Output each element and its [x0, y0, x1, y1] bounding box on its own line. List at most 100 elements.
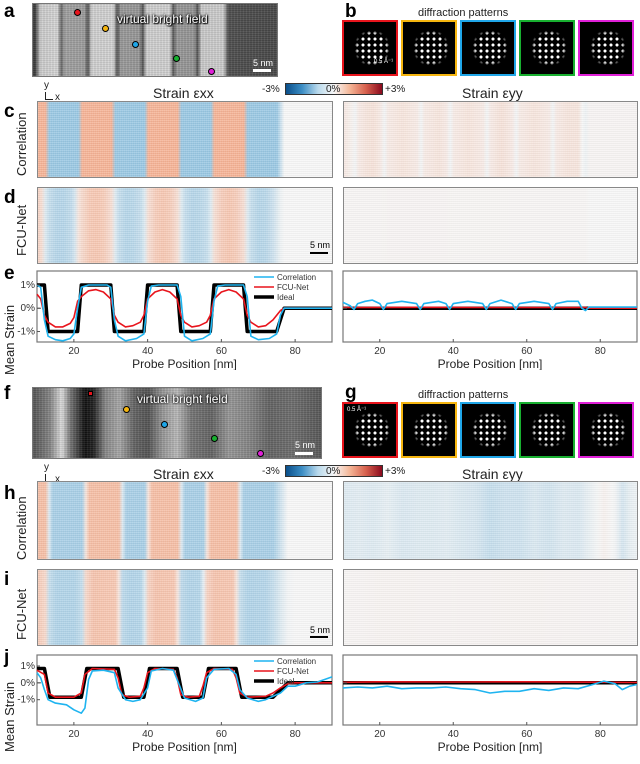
diffraction-spots: [413, 412, 449, 448]
probe-marker-yellow: [123, 406, 130, 413]
axis-y-label-2: y: [44, 462, 49, 473]
series-line-fcu-net: [342, 681, 638, 684]
map-texture: [38, 570, 332, 645]
strain-xx-title: Strain εxx: [153, 85, 214, 101]
scale-bar-2: [295, 452, 313, 455]
legend-label-correlation: Correlation: [277, 273, 316, 282]
colorbar-mid-2: 0%: [326, 466, 341, 477]
x-tick-label: 40: [142, 729, 154, 740]
x-tick-label: 40: [448, 729, 460, 740]
panel-label-d: d: [4, 187, 16, 208]
legend-label-fcu-net: FCU-Net: [277, 667, 309, 676]
diffraction-title-2: diffraction patterns: [418, 389, 509, 401]
diffraction-spots: [472, 30, 508, 66]
map-scale-label: 5 nm: [310, 240, 331, 250]
series-line-correlation: [36, 667, 333, 714]
probe-marker-green: [211, 435, 218, 442]
strain-map-correlation-exx: [37, 101, 333, 178]
colorbar-min: -3%: [262, 84, 280, 95]
axis-arrows-icon: [45, 92, 46, 100]
x-tick-label: 20: [374, 729, 386, 740]
diffraction-pattern-2: [401, 20, 457, 76]
row-label-fcu-net-2: FCU-Net: [14, 588, 29, 640]
map-texture: [344, 188, 637, 263]
map-texture: [38, 102, 332, 177]
diffraction-spots: [590, 30, 626, 66]
probe-marker-blue: [132, 41, 139, 48]
legend-label-correlation: Correlation: [277, 657, 316, 666]
panel-label-c: c: [4, 101, 15, 122]
map-texture: [38, 482, 332, 559]
diffraction-pattern-5: [578, 20, 634, 76]
row-label-correlation-2: Correlation: [14, 496, 29, 560]
diffraction-spots: [590, 412, 626, 448]
diffraction-pattern-1: 0.5 Å⁻¹: [342, 20, 398, 76]
x-axis-label: Probe Position [nm]: [438, 357, 543, 370]
probe-marker-green: [173, 55, 180, 62]
x-tick-label: 60: [216, 346, 228, 357]
diffraction-spots: [413, 30, 449, 66]
series-line-fcu-net: [342, 306, 637, 309]
axis-arrows-icon-2: [45, 474, 46, 482]
panel-label-j: j: [4, 647, 10, 668]
x-tick-label: 40: [448, 346, 460, 357]
panel-label-f: f: [4, 383, 11, 404]
map-texture: [344, 570, 637, 645]
colorbar-max-2: +3%: [385, 466, 406, 477]
series-line-correlation: [36, 284, 332, 342]
map-texture: [344, 482, 637, 559]
diffraction-pattern-3: [460, 20, 516, 76]
probe-marker-yellow: [102, 25, 109, 32]
x-tick-label: 80: [290, 346, 302, 357]
x-tick-label: 20: [68, 346, 80, 357]
plot-e-exx: 20 40 60 80 Probe Position [nm] 1% 0% -1% Correl…: [17, 270, 638, 370]
panel-label-i: i: [4, 569, 10, 590]
plot-frame: [342, 654, 638, 726]
y-tick-label: 1%: [21, 280, 36, 291]
map-texture: [344, 102, 637, 177]
strain-map-correlation-exx-2: [37, 481, 333, 560]
diffraction-spots: [354, 412, 390, 448]
panel-label-a: a: [4, 1, 15, 22]
scale-bar: [253, 69, 271, 72]
map-scale-label-2: 5 nm: [310, 625, 331, 635]
colorbar-mid: 0%: [326, 84, 341, 95]
diffraction-pattern-4: [519, 20, 575, 76]
probe-marker-magenta: [257, 450, 264, 457]
y-tick-label: 0%: [21, 678, 36, 689]
y-tick-label: 0%: [21, 303, 36, 314]
axis-x-label-2: x: [55, 474, 60, 485]
y-tick-label: -1%: [17, 327, 35, 338]
x-tick-label: 60: [216, 729, 228, 740]
probe-marker-blue: [161, 421, 168, 428]
series-line-correlation: [342, 299, 637, 312]
y-tick-label: 1%: [21, 661, 36, 672]
plot-j-exx: 20 40 60 80 Probe Position [nm] 1% 0% -1% Correl…: [17, 654, 638, 754]
x-tick-label: 80: [290, 729, 302, 740]
diffraction-pattern-2: [401, 402, 457, 458]
virtual-bright-field-image-2: virtual bright field 5 nm: [32, 387, 322, 459]
x-axis-label: Probe Position [nm]: [132, 740, 237, 754]
diffraction-pattern-4: [519, 402, 575, 458]
panel-label-b: b: [345, 1, 357, 22]
x-axis-label: Probe Position [nm]: [438, 740, 543, 754]
virtual-bright-field-image: virtual bright field 5 nm: [32, 3, 278, 77]
probe-marker-red: [74, 9, 81, 16]
scale-label-2: 5 nm: [295, 440, 316, 450]
strain-map-fcunet-exx-2: 5 nm: [37, 569, 333, 646]
x-axis-label: Probe Position [nm]: [132, 357, 237, 370]
diffraction-spots: [354, 30, 390, 66]
probe-marker-red: [88, 391, 93, 396]
x-tick-label: 20: [68, 729, 80, 740]
diffraction-pattern-3: [460, 402, 516, 458]
legend-label-ideal: Ideal: [277, 677, 295, 686]
axis-y-label: y: [44, 80, 49, 91]
x-tick-label: 20: [374, 346, 386, 357]
legend-label-ideal: Ideal: [277, 293, 295, 302]
map-texture: [38, 188, 332, 263]
x-tick-label: 80: [595, 729, 607, 740]
x-tick-label: 80: [595, 346, 607, 357]
colorbar-2: [285, 465, 383, 477]
colorbar: [285, 83, 383, 95]
vbf-label: virtual bright field: [117, 12, 208, 26]
